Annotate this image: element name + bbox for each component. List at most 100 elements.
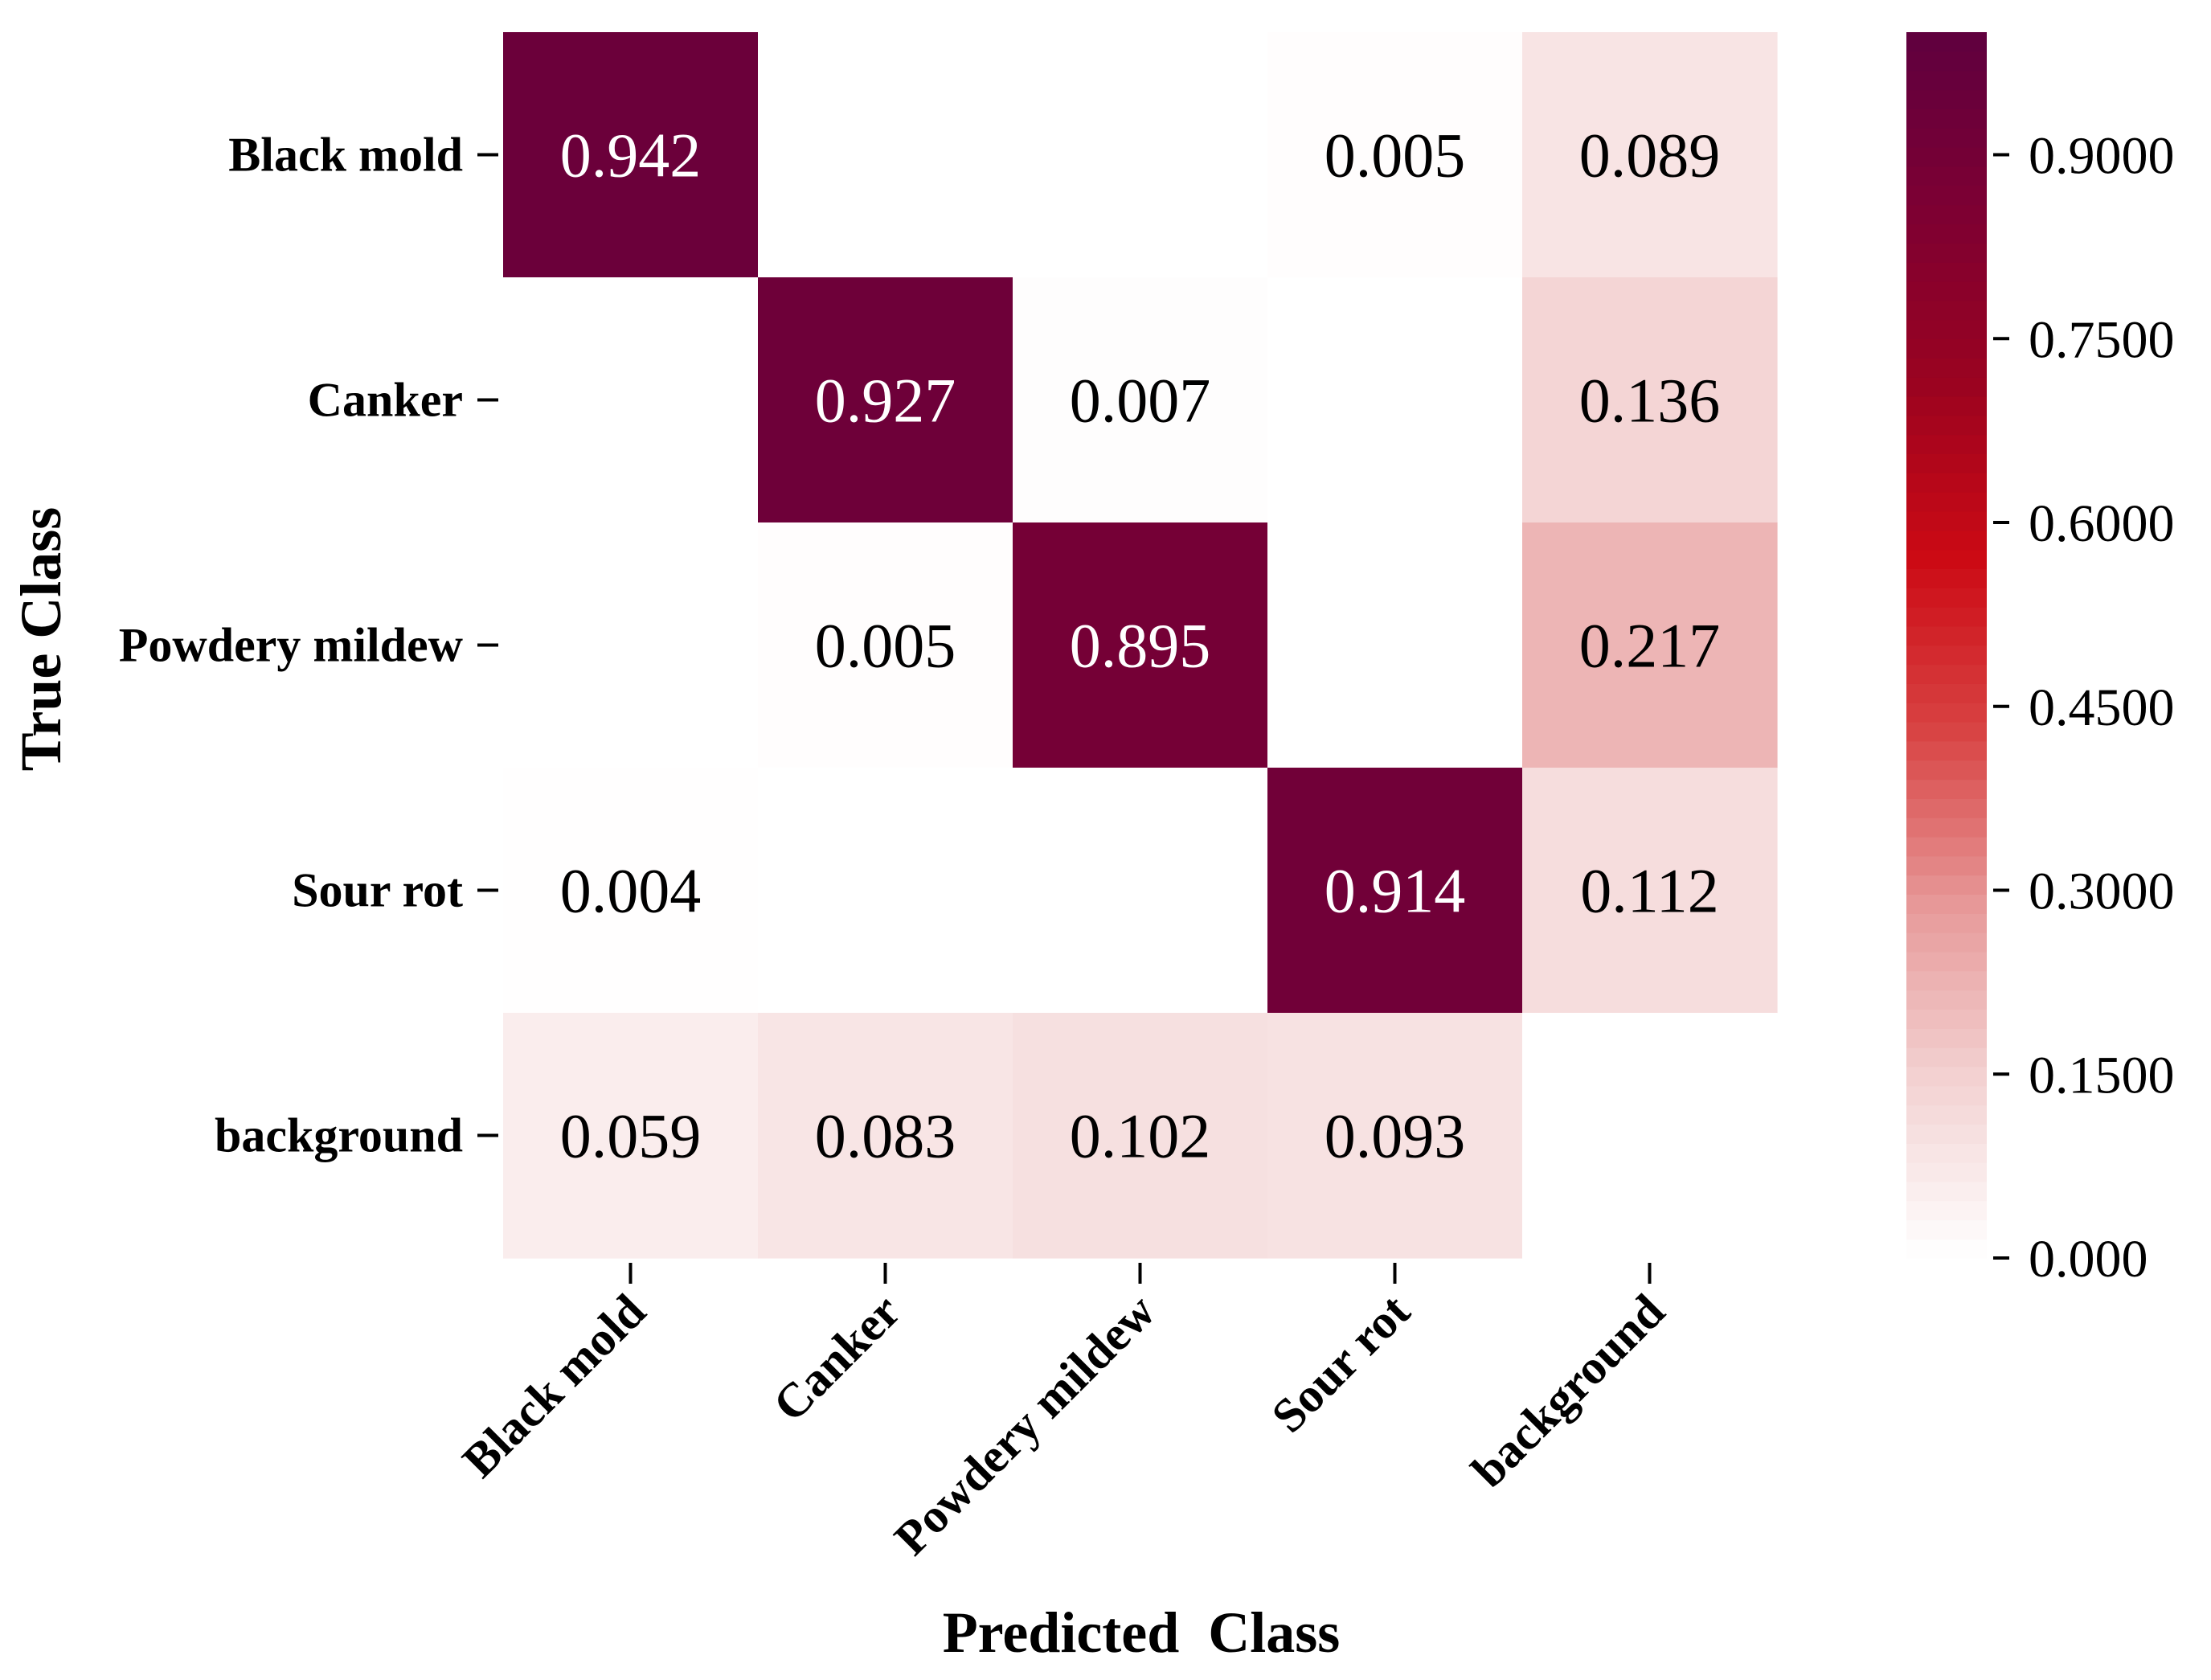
y-tick-label: background (215, 1109, 463, 1162)
colorbar-segment (1906, 1181, 1987, 1202)
colorbar-segment (1906, 146, 1987, 167)
colorbar-tick-label: 0.6000 (2029, 494, 2175, 553)
colorbar-segment (1906, 1124, 1987, 1144)
heatmap-cell (758, 277, 1013, 523)
heatmap-cell (1522, 32, 1778, 278)
colorbar-segment (1906, 89, 1987, 110)
colorbar-segment (1906, 530, 1987, 551)
heatmap-cell (758, 32, 1013, 278)
cell-value-label: 0.895 (1070, 611, 1211, 681)
colorbar-segment (1906, 415, 1987, 436)
colorbar-segment (1906, 721, 1987, 742)
x-tick-label: background (1462, 1285, 1675, 1498)
x-tick-label: Sour rot (1262, 1285, 1420, 1443)
colorbar-segment (1906, 606, 1987, 627)
colorbar-segment (1906, 855, 1987, 876)
cell-value-label: 0.102 (1070, 1101, 1211, 1171)
colorbar-segment (1906, 1047, 1987, 1067)
colorbar-segment (1906, 1066, 1987, 1087)
colorbar-segment (1906, 453, 1987, 473)
colorbar-segment (1906, 779, 1987, 799)
colorbar-segment (1906, 568, 1987, 588)
y-tick-label: Black mold (228, 129, 463, 182)
colorbar-segment (1906, 300, 1987, 321)
y-tick-label: Powdery mildew (119, 619, 464, 672)
colorbar-segment (1906, 243, 1987, 263)
x-tick-label: Black mold (452, 1285, 656, 1488)
cell-value-label: 0.005 (1325, 121, 1466, 191)
colorbar-segment (1906, 358, 1987, 378)
heatmap-cell (1522, 1013, 1778, 1259)
colorbar-segment (1906, 932, 1987, 953)
heatmap-cell (1267, 1013, 1523, 1259)
heatmap-cell (1267, 522, 1523, 768)
colorbar-segment (1906, 740, 1987, 761)
colorbar-segment (1906, 1143, 1987, 1163)
colorbar-tick-label: 0.4500 (2029, 678, 2175, 737)
heatmap-cell (1267, 32, 1523, 278)
heatmap-cell (503, 768, 759, 1014)
heatmap-cell (1013, 1013, 1268, 1259)
colorbar-segment (1906, 1009, 1987, 1029)
colorbar-segment (1906, 510, 1987, 531)
heatmap-cell (1267, 277, 1523, 523)
heatmap-cell (503, 32, 759, 278)
colorbar-tick-label: 0.7500 (2029, 310, 2175, 369)
colorbar-segment (1906, 319, 1987, 340)
colorbar-segment (1906, 434, 1987, 455)
cell-value-label: 0.942 (560, 121, 702, 191)
colorbar-segment (1906, 1162, 1987, 1182)
colorbar-segment (1906, 204, 1987, 225)
heatmap-cell (1522, 522, 1778, 768)
heatmap-cell (1013, 32, 1268, 278)
colorbar-segment (1906, 836, 1987, 857)
x-axis-title: Predicted Class (943, 1600, 1341, 1665)
colorbar-segment (1906, 223, 1987, 244)
colorbar-segment (1906, 683, 1987, 703)
cell-value-label: 0.914 (1325, 856, 1466, 926)
colorbar-segment (1906, 1219, 1987, 1240)
colorbar-segment (1906, 664, 1987, 684)
x-tick-label: Powdery mildew (884, 1284, 1165, 1565)
x-tick-label: Canker (763, 1285, 910, 1432)
y-axis: Black mold Canker Powdery mildew Sour rot ba… (119, 129, 498, 1162)
heatmap-cell (758, 522, 1013, 768)
colorbar-segment (1906, 70, 1987, 91)
heatmap-cell (503, 522, 759, 768)
colorbar-segment (1906, 1085, 1987, 1106)
colorbar-segment (1906, 817, 1987, 838)
heatmap-cell (1522, 768, 1778, 1014)
heatmap-cell (758, 768, 1013, 1014)
colorbar-segment (1906, 588, 1987, 608)
colorbar-segment (1906, 166, 1987, 186)
colorbar-segment (1906, 473, 1987, 493)
cell-value-label: 0.007 (1070, 366, 1211, 436)
y-tick-label: Canker (308, 374, 463, 427)
colorbar-segment (1906, 549, 1987, 569)
heatmap-cell (1013, 522, 1268, 768)
y-tick-label: Sour rot (292, 864, 463, 917)
colorbar-segment (1906, 645, 1987, 666)
colorbar-segment (1906, 281, 1987, 301)
colorbar-segment (1906, 702, 1987, 723)
colorbar-tick-label: 0.9000 (2029, 127, 2175, 186)
cell-value-label: 0.083 (815, 1101, 956, 1171)
colorbar-segment (1906, 1028, 1987, 1048)
colorbar-segment (1906, 875, 1987, 895)
colorbar-segment (1906, 625, 1987, 646)
heatmap-cell (1013, 277, 1268, 523)
cell-value-label: 0.217 (1579, 611, 1721, 681)
colorbar-tick-label: 0.3000 (2029, 863, 2175, 921)
heatmap-cell (503, 277, 759, 523)
heatmap-cell (758, 1013, 1013, 1259)
colorbar: 0.000 0.1500 0.3000 0.4500 0.6000 0.7500 0.900… (1906, 32, 2175, 1289)
colorbar-segment (1906, 760, 1987, 781)
colorbar-segment (1906, 1200, 1987, 1221)
colorbar-segment (1906, 338, 1987, 359)
cell-value-label: 0.089 (1579, 121, 1721, 191)
cell-value-label: 0.136 (1579, 366, 1721, 436)
cell-value-label: 0.093 (1325, 1101, 1466, 1171)
colorbar-segment (1906, 990, 1987, 1010)
heatmap-cell (1522, 277, 1778, 523)
